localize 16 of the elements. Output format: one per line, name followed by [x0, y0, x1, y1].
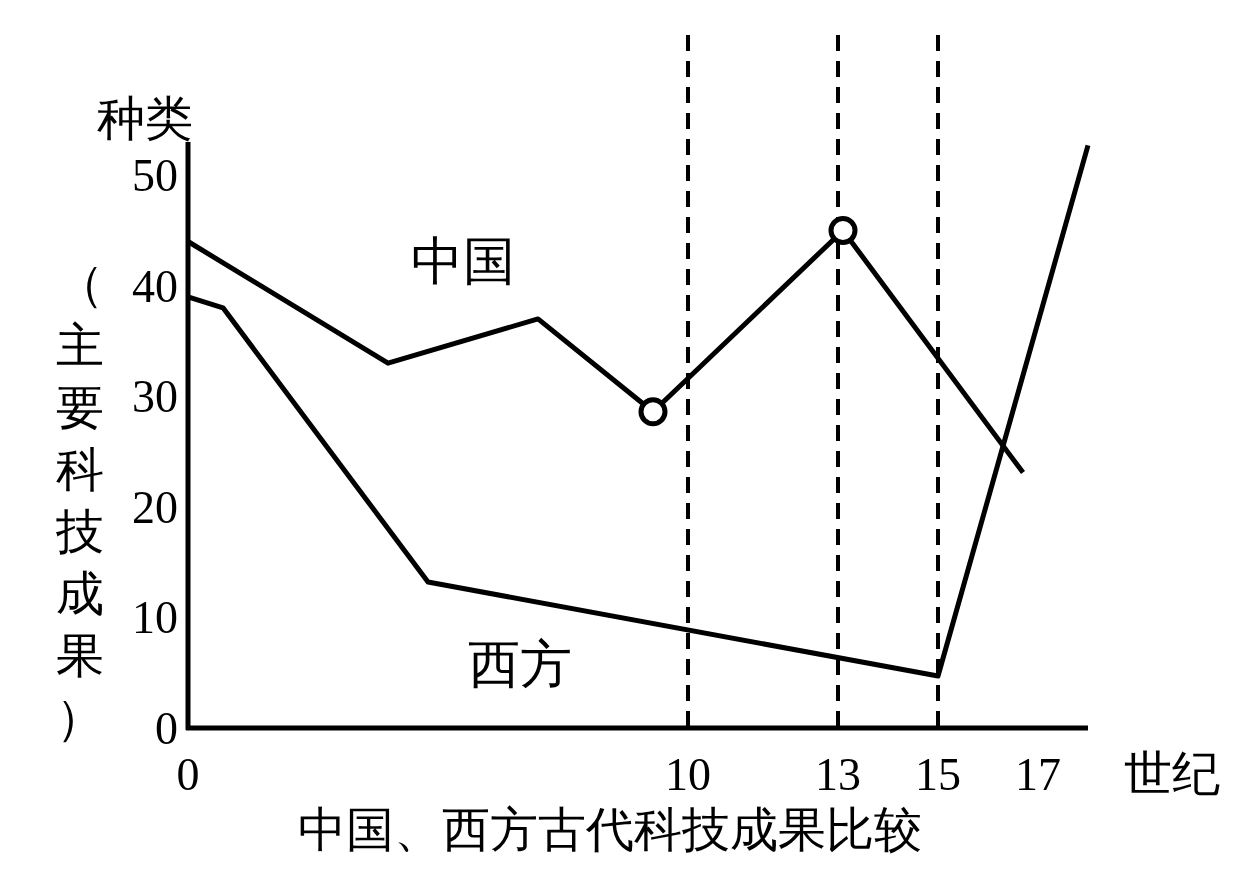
- x-tick-label: 15: [915, 749, 961, 800]
- x-tick-label: 17: [1015, 749, 1061, 800]
- y-tick-label: 10: [132, 592, 178, 644]
- text: 中国、西方古代科技成果比较: [298, 803, 922, 856]
- x-tick-label: 13: [815, 749, 861, 800]
- y-tick-label: 40: [132, 260, 178, 312]
- x-tick-label: 10: [665, 749, 711, 800]
- y-tick-label: 30: [132, 371, 178, 423]
- text: （主要科技成果）: [55, 257, 104, 744]
- y-tick-label: 0: [155, 703, 178, 754]
- y-tick-label: 50: [132, 150, 178, 202]
- y-tick-label: 20: [132, 481, 178, 533]
- series-label: 中国: [411, 233, 515, 291]
- x-axis-title: 世纪: [1124, 747, 1220, 800]
- series-label: 西方: [468, 636, 572, 694]
- y-axis-title: 种类: [97, 92, 193, 145]
